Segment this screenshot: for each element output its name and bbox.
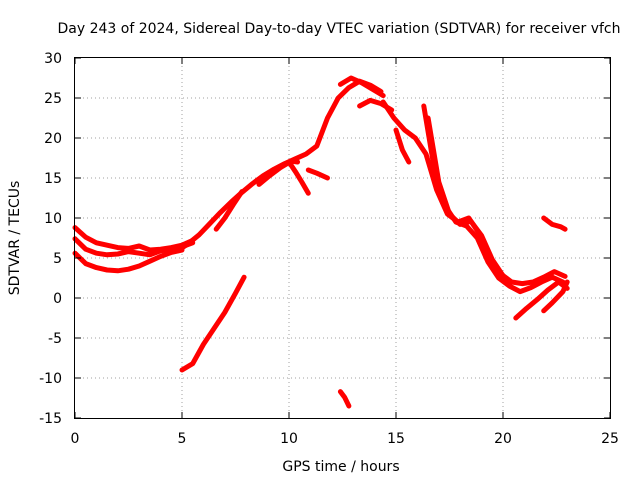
axis-ticks: 0 5 10 15 20 25 -15 -10 -5 0 5 10 15 20 25 30 [39, 51, 619, 447]
y-tick-label: 30 [44, 51, 62, 67]
series-main-fall [380, 99, 568, 287]
series-arc-short-d [305, 167, 330, 181]
x-tick-label: 5 [178, 431, 187, 447]
series-arc-mid-left [72, 236, 196, 258]
series-arc-low-neg [179, 274, 247, 373]
x-tick-label: 25 [601, 431, 619, 447]
series-arc-peak-b [337, 75, 386, 99]
plot-frame [74, 57, 611, 419]
x-tick-label: 10 [280, 431, 298, 447]
y-tick-label: 20 [44, 131, 62, 147]
series-steep-fall-b [425, 115, 506, 279]
series-tail-b [541, 279, 570, 314]
x-tick-label: 0 [71, 431, 80, 447]
series-arc-peak-d [393, 127, 412, 165]
series-arc-bottom [337, 389, 352, 409]
y-tick-label: -5 [48, 331, 62, 347]
y-axis-title: SDTVAR / TECUs [7, 181, 23, 296]
y-tick-label: 15 [44, 171, 62, 187]
grid [75, 58, 610, 418]
y-tick-label: -10 [39, 371, 62, 387]
y-tick-label: 0 [53, 291, 62, 307]
series-arc-short-a [213, 189, 245, 232]
series-arc-lower-left [72, 247, 185, 274]
data-series [72, 75, 570, 409]
x-axis-title: GPS time / hours [282, 459, 399, 475]
y-tick-label: 25 [44, 91, 62, 107]
y-tick-label: -15 [39, 411, 62, 427]
series-arc-short-b [256, 158, 301, 187]
y-tick-label: 10 [44, 211, 62, 227]
series-tail-a [513, 279, 570, 321]
series-arc-short-c [286, 159, 311, 196]
series-tail-c [541, 215, 568, 232]
x-tick-label: 20 [494, 431, 512, 447]
x-tick-label: 15 [387, 431, 405, 447]
y-tick-label: 5 [53, 251, 62, 267]
chart-title: Day 243 of 2024, Sidereal Day-to-day VTE… [57, 21, 620, 37]
